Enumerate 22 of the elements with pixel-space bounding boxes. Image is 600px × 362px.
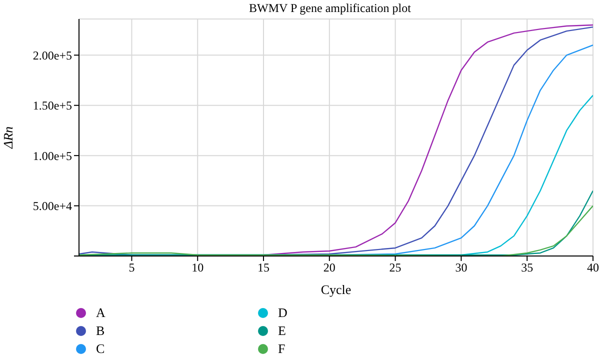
y-axis-title: ΔRn [0,126,16,150]
legend-label: D [278,304,288,322]
legend-label: A [96,304,106,322]
y-tick-label: 2.00e+5 [32,48,72,62]
x-tick-label: 10 [192,260,204,275]
x-tick-label: 15 [258,260,270,275]
y-tick-label: 5.00e+4 [32,199,72,214]
x-tick-label: 30 [455,260,468,275]
legend-label: F [278,340,286,358]
x-tick-label: 35 [521,260,534,275]
chart-title: BWMV P gene amplification plot [248,0,412,16]
y-tick-label: 1.00e+5 [32,148,72,163]
x-tick-label: 40 [587,260,599,275]
line-series [262,24,593,256]
legend-label: B [96,322,105,340]
x-axis-title: Cycle [320,282,352,297]
x-tick-label: 20 [323,260,336,275]
legend-label: C [96,340,105,358]
legend-label: E [278,322,286,340]
x-tick-label: 5 [128,260,135,275]
x-tick-label: 25 [389,260,402,275]
y-tick-label: 1.50e+5 [32,98,72,113]
